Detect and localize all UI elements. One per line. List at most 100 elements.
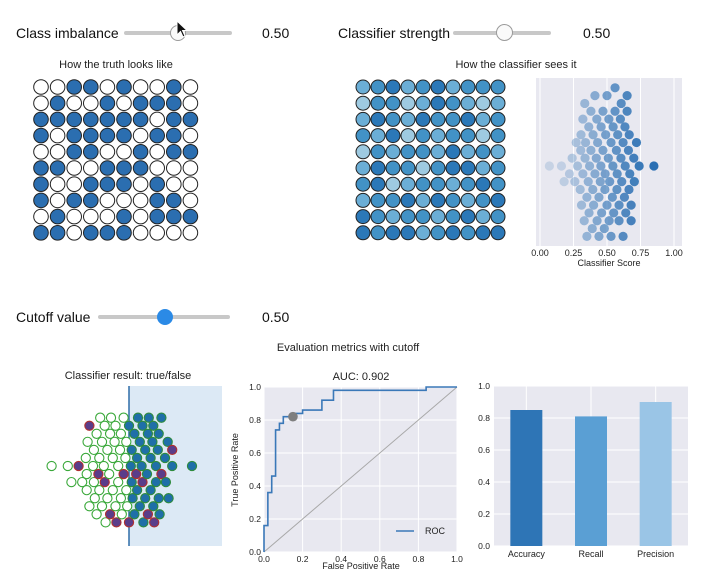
roc-y-tick-label: 0.6	[249, 448, 261, 458]
truth-dot	[116, 95, 132, 112]
truth-dot	[182, 79, 199, 95]
bar-y-tick-label: 0.2	[478, 509, 490, 519]
result-point	[46, 460, 57, 472]
truth-dot	[49, 192, 66, 209]
bar-y-tick-label: 1.0	[478, 381, 490, 391]
classifier-dot	[430, 79, 446, 95]
classifier-result-chart	[46, 386, 222, 546]
classifier-dot	[355, 79, 371, 95]
truth-dot	[66, 192, 83, 209]
score-point	[618, 231, 628, 241]
classifier-dot	[475, 225, 491, 241]
classifier-dot	[430, 176, 446, 192]
classifier-strength-slider[interactable]	[453, 22, 551, 42]
result-point	[87, 460, 99, 472]
classifier-dot	[355, 176, 371, 192]
classifier-dot	[355, 209, 371, 225]
classifier-dot	[475, 128, 491, 144]
score-point	[617, 177, 627, 187]
score-point	[625, 169, 635, 179]
truth-dot	[182, 127, 199, 144]
score-point	[580, 137, 591, 148]
truth-dot	[182, 144, 199, 160]
result-point	[153, 493, 164, 504]
classifier-dot	[490, 79, 506, 95]
truth-dot	[83, 176, 99, 192]
classifier-dot	[445, 111, 461, 127]
cutoff-slider[interactable]	[98, 307, 230, 327]
score-tick-label: 0.00	[531, 248, 549, 258]
result-point	[80, 452, 91, 464]
truth-dot	[116, 160, 132, 176]
truth-dot	[33, 160, 49, 176]
classifier-dot	[355, 95, 371, 111]
truth-dot	[166, 160, 182, 176]
classifier-dot	[385, 111, 401, 127]
result-point	[104, 428, 116, 439]
classifier-dot	[445, 79, 461, 95]
classifier-dot	[400, 192, 416, 208]
roc-x-tick-label: 0.0	[258, 554, 270, 564]
result-point	[145, 485, 156, 496]
truth-dot	[99, 192, 116, 209]
score-point	[593, 137, 603, 148]
truth-dot	[66, 111, 83, 128]
classifier-dot	[445, 176, 461, 192]
classifier-dot	[385, 176, 401, 192]
classifier-dot	[460, 225, 476, 241]
result-point	[131, 468, 142, 480]
score-point	[629, 177, 639, 187]
truth-dot	[116, 144, 132, 160]
truth-dot	[66, 160, 83, 176]
classifier-dot	[445, 192, 461, 208]
classifier-dot	[460, 79, 476, 95]
result-point	[142, 509, 154, 520]
score-x-axis-label: Classifier Score	[577, 258, 640, 268]
result-point	[84, 501, 95, 512]
truth-dot	[99, 127, 116, 144]
truth-dot	[83, 79, 99, 95]
result-point	[154, 509, 165, 520]
slider-thumb[interactable]	[157, 309, 173, 325]
classifier-dot	[385, 225, 401, 241]
truth-dot	[182, 176, 199, 192]
result-point	[113, 476, 124, 488]
result-point	[156, 468, 167, 480]
result-point	[89, 493, 100, 504]
score-point	[598, 106, 608, 116]
result-point	[141, 468, 153, 480]
score-point	[544, 161, 554, 171]
truth-dot	[182, 192, 199, 209]
truth-dot	[166, 176, 182, 192]
result-point	[131, 485, 143, 496]
truth-dot	[132, 79, 149, 95]
classifier-dot	[415, 79, 431, 95]
result-point	[91, 509, 102, 520]
result-point	[94, 452, 105, 464]
result-point	[136, 460, 147, 472]
score-point	[589, 200, 599, 210]
score-point	[615, 114, 625, 124]
roc-curve	[263, 386, 457, 552]
classifier-dot	[415, 176, 431, 192]
classifier-dot	[415, 209, 431, 225]
slider-thumb[interactable]	[496, 24, 513, 41]
score-point	[586, 145, 596, 155]
score-point	[624, 130, 634, 140]
classifier-dot	[490, 160, 506, 176]
classifier-strength-label: Classifier strength	[338, 25, 451, 41]
score-point	[576, 145, 586, 155]
bar-y-tick-label: 0.8	[478, 413, 490, 423]
score-point	[598, 145, 608, 155]
result-point	[98, 460, 109, 472]
score-point	[622, 106, 632, 116]
score-point	[592, 216, 602, 226]
classifier-dot	[460, 192, 476, 208]
classifier-dot	[370, 111, 386, 127]
truth-dot	[33, 144, 49, 160]
classifier-dot	[490, 95, 506, 111]
classifier-dot	[490, 128, 506, 144]
classifier-dot	[460, 128, 476, 144]
score-point	[578, 169, 588, 179]
score-point	[580, 98, 590, 109]
